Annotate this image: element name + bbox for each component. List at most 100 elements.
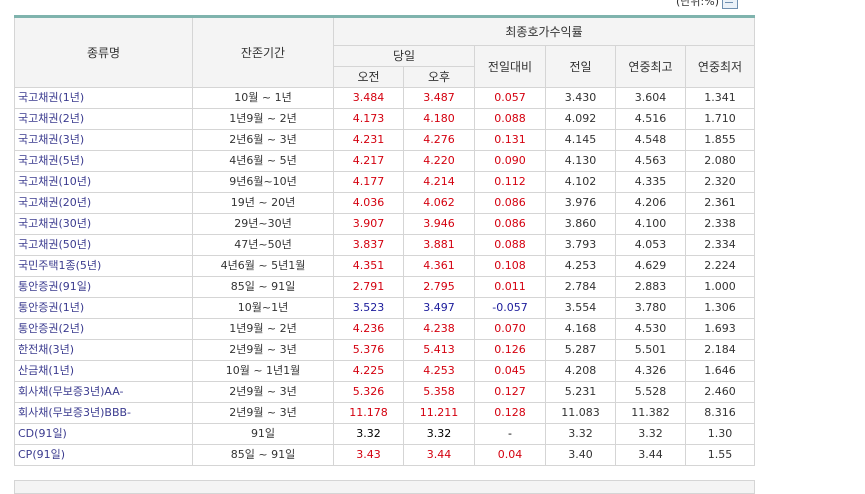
excel-export-icon[interactable]	[721, 0, 738, 9]
row-year-low: 1.341	[685, 87, 755, 109]
row-pm: 4.062	[403, 192, 475, 214]
row-am: 4.236	[333, 318, 404, 340]
row-prev: 3.430	[545, 87, 616, 109]
row-year-low: 1.855	[685, 129, 755, 151]
table-header: 종류명 잔존기간 최종호가수익률 당일 전일대비 전일 연중최고 연중최저 오전…	[14, 16, 755, 88]
row-am: 4.036	[333, 192, 404, 214]
row-name[interactable]: 국고채권(20년)	[14, 192, 193, 214]
row-year-low: 2.184	[685, 339, 755, 361]
row-year-high: 3.44	[615, 444, 686, 466]
header-group: 최종호가수익률	[333, 16, 755, 46]
table-row: 회사채(무보증3년)BBB- 2년9월 ~ 3년 11.178 11.211 0.128…	[14, 402, 755, 424]
row-term: 1년9월 ~ 2년	[192, 108, 334, 130]
row-name[interactable]: 국고채권(2년)	[14, 108, 193, 130]
row-year-high: 3.32	[615, 423, 686, 445]
row-am: 3.837	[333, 234, 404, 256]
row-pm: 5.413	[403, 339, 475, 361]
row-am: 5.376	[333, 339, 404, 361]
row-pm: 4.180	[403, 108, 475, 130]
row-term: 2년6월 ~ 3년	[192, 129, 334, 151]
row-prev: 2.784	[545, 276, 616, 298]
row-prev: 3.793	[545, 234, 616, 256]
table-row: 국고채권(30년) 29년~30년 3.907 3.946 0.086 3.860 4.10…	[14, 213, 755, 235]
row-name[interactable]: 국고채권(3년)	[14, 129, 193, 151]
table-body: 국고채권(1년) 10월 ~ 1년 3.484 3.487 0.057 3.430 3.60…	[14, 87, 755, 466]
row-year-high: 4.053	[615, 234, 686, 256]
row-year-low: 2.338	[685, 213, 755, 235]
row-name[interactable]: 회사채(무보증3년)BBB-	[14, 402, 193, 424]
row-am: 3.32	[333, 423, 404, 445]
row-year-high: 2.883	[615, 276, 686, 298]
row-term: 4년6월 ~ 5년1월	[192, 255, 334, 277]
row-year-high: 11.382	[615, 402, 686, 424]
row-term: 47년~50년	[192, 234, 334, 256]
table-row: 통안증권(91일) 85일 ~ 91일 2.791 2.795 0.011 2.784 2.…	[14, 276, 755, 298]
row-name[interactable]: 통안증권(2년)	[14, 318, 193, 340]
row-diff: 0.112	[474, 171, 546, 193]
header-am: 오전	[333, 66, 404, 88]
row-year-high: 4.206	[615, 192, 686, 214]
bond-yield-table: 종류명 잔존기간 최종호가수익률 당일 전일대비 전일 연중최고 연중최저 오전…	[14, 15, 755, 466]
row-am: 4.351	[333, 255, 404, 277]
row-name[interactable]: 통안증권(1년)	[14, 297, 193, 319]
row-name[interactable]: 국고채권(1년)	[14, 87, 193, 109]
header-year-high: 연중최고	[615, 45, 686, 88]
header-prev: 전일	[545, 45, 616, 88]
row-year-low: 2.460	[685, 381, 755, 403]
row-diff: 0.126	[474, 339, 546, 361]
table-row: 국민주택1종(5년) 4년6월 ~ 5년1월 4.351 4.361 0.108 4.25…	[14, 255, 755, 277]
row-am: 4.225	[333, 360, 404, 382]
row-diff: -	[474, 423, 546, 445]
table-row: 국고채권(2년) 1년9월 ~ 2년 4.173 4.180 0.088 4.092 4.5…	[14, 108, 755, 130]
row-term: 9년6월~10년	[192, 171, 334, 193]
table-row: 한전채(3년) 2년9월 ~ 3년 5.376 5.413 0.126 5.287 5.50…	[14, 339, 755, 361]
row-name[interactable]: 산금채(1년)	[14, 360, 193, 382]
row-term: 2년9월 ~ 3년	[192, 402, 334, 424]
row-am: 3.907	[333, 213, 404, 235]
row-name[interactable]: 한전채(3년)	[14, 339, 193, 361]
table-row: 국고채권(50년) 47년~50년 3.837 3.881 0.088 3.793 4.05…	[14, 234, 755, 256]
row-am: 4.231	[333, 129, 404, 151]
row-prev: 3.32	[545, 423, 616, 445]
row-prev: 3.40	[545, 444, 616, 466]
row-name[interactable]: 국고채권(10년)	[14, 171, 193, 193]
row-diff: 0.070	[474, 318, 546, 340]
row-pm: 2.795	[403, 276, 475, 298]
row-name[interactable]: 통안증권(91일)	[14, 276, 193, 298]
row-pm: 4.214	[403, 171, 475, 193]
row-diff: 0.088	[474, 234, 546, 256]
unit-text: (단위:%)	[676, 0, 719, 8]
table-row: 산금채(1년) 10월 ~ 1년1월 4.225 4.253 0.045 4.208 4.3…	[14, 360, 755, 382]
row-year-low: 1.646	[685, 360, 755, 382]
row-year-high: 4.629	[615, 255, 686, 277]
row-name[interactable]: 국고채권(30년)	[14, 213, 193, 235]
bottom-panel	[14, 480, 755, 494]
row-year-low: 1.30	[685, 423, 755, 445]
row-prev: 3.976	[545, 192, 616, 214]
row-prev: 4.168	[545, 318, 616, 340]
row-pm: 3.44	[403, 444, 475, 466]
row-term: 2년9월 ~ 3년	[192, 339, 334, 361]
table-row: 국고채권(3년) 2년6월 ~ 3년 4.231 4.276 0.131 4.145 4.5…	[14, 129, 755, 151]
row-pm: 5.358	[403, 381, 475, 403]
row-prev: 4.130	[545, 150, 616, 172]
row-diff: 0.086	[474, 213, 546, 235]
row-year-low: 2.224	[685, 255, 755, 277]
row-name[interactable]: 회사채(무보증3년)AA-	[14, 381, 193, 403]
row-name[interactable]: CP(91일)	[14, 444, 193, 466]
row-year-low: 2.361	[685, 192, 755, 214]
row-diff: 0.127	[474, 381, 546, 403]
row-prev: 4.092	[545, 108, 616, 130]
row-diff: 0.011	[474, 276, 546, 298]
row-am: 4.177	[333, 171, 404, 193]
row-year-high: 4.100	[615, 213, 686, 235]
row-term: 10월 ~ 1년	[192, 87, 334, 109]
header-pm: 오후	[403, 66, 475, 88]
row-diff: 0.04	[474, 444, 546, 466]
row-name[interactable]: 국고채권(5년)	[14, 150, 193, 172]
row-year-low: 1.710	[685, 108, 755, 130]
row-name[interactable]: CD(91일)	[14, 423, 193, 445]
row-name[interactable]: 국민주택1종(5년)	[14, 255, 193, 277]
row-prev: 5.231	[545, 381, 616, 403]
row-name[interactable]: 국고채권(50년)	[14, 234, 193, 256]
